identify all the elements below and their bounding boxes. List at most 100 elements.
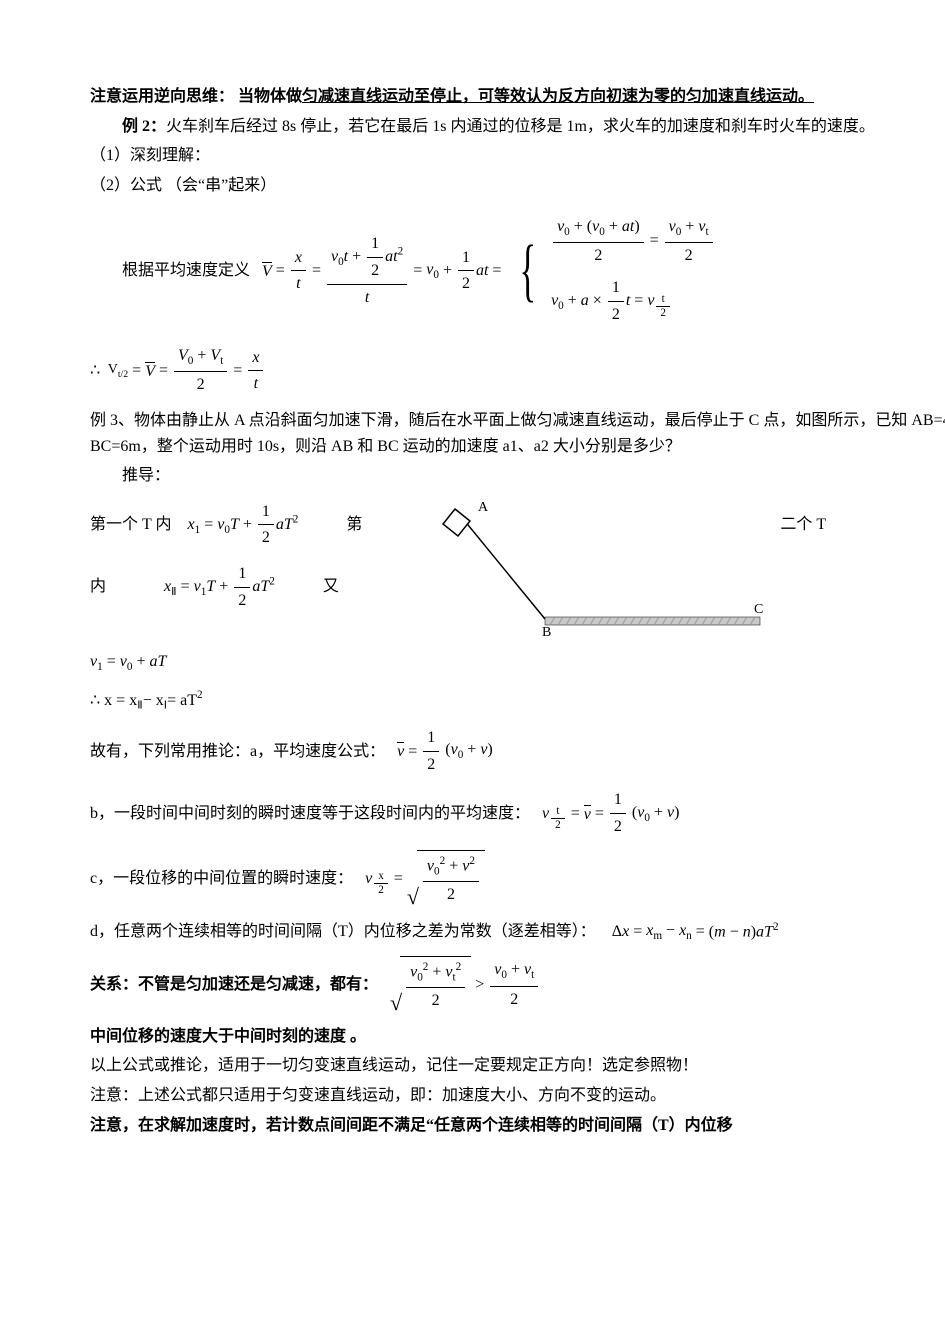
two6: 2 bbox=[174, 371, 227, 398]
corollary-c: c，一段位移的中间位置的瞬时速度： vx2 = √ v02 + v2 2 bbox=[90, 850, 945, 908]
plus14: + bbox=[432, 963, 441, 980]
example3-block: 第一个 T 内 x1 = v0T + 12aT2 第 二个 T 内 xⅡ = v… bbox=[90, 499, 945, 639]
a7: a bbox=[149, 649, 157, 675]
x1lbl: x bbox=[188, 512, 195, 538]
plus10: + bbox=[136, 649, 145, 675]
t2: t bbox=[344, 248, 348, 265]
cor-c-text: c，一段位移的中间位置的瞬时速度： bbox=[90, 866, 353, 892]
big-brace: { bbox=[520, 236, 537, 306]
frac-x-over-t: x t bbox=[291, 245, 306, 297]
ex2-label: 例 2： bbox=[122, 118, 166, 135]
a6: a bbox=[252, 574, 260, 600]
corollary-b: b，一段时间中间时刻的瞬时速度等于这段时间内的平均速度： vt2 = v = 1… bbox=[90, 787, 945, 839]
eq9: = bbox=[233, 358, 242, 384]
plus12: + bbox=[654, 804, 663, 821]
nai: 内 bbox=[90, 574, 106, 600]
half5: 1 bbox=[234, 561, 250, 587]
a3: a bbox=[622, 218, 630, 235]
relation-inequality: 关系：不管是匀加速还是匀减速，都有： √ v02 + vt2 2 > v0 + … bbox=[90, 956, 945, 1014]
a5: a bbox=[276, 512, 284, 538]
xdiff: ∴ x = x bbox=[90, 688, 137, 714]
half6: 1 bbox=[423, 725, 439, 751]
t8: t bbox=[254, 375, 258, 392]
eq15: = bbox=[595, 801, 604, 827]
therefore1: ∴ bbox=[90, 358, 100, 384]
vt2-equation: ∴ Vt/2 = V = V0 + Vt 2 = x t bbox=[90, 343, 945, 398]
eq3: = bbox=[413, 258, 422, 284]
two13: 2 bbox=[490, 986, 538, 1013]
two1: 2 bbox=[367, 257, 383, 284]
t5: t bbox=[484, 262, 488, 279]
eq13: = bbox=[408, 739, 417, 765]
plus15: + bbox=[511, 961, 520, 978]
T4: T bbox=[260, 574, 269, 600]
eq6: = bbox=[634, 292, 643, 309]
eq5: = bbox=[650, 232, 659, 249]
ex2-step2: （2）公式 （会“串”起来） bbox=[90, 173, 945, 199]
rel-label: 关系：不管是匀加速还是匀减速，都有： bbox=[90, 972, 378, 998]
eq14: = bbox=[571, 801, 580, 827]
diagram-B: B bbox=[542, 625, 551, 639]
two4: 2 bbox=[665, 242, 713, 269]
cor-a-text: 故有，下列常用推论：a，平均速度公式： bbox=[90, 739, 385, 765]
vbar: V bbox=[262, 262, 272, 280]
xdiff2: − x bbox=[143, 688, 164, 714]
frac-kinematic: v0t + 1 2 at2 t bbox=[327, 231, 407, 310]
note-3: 注意，在求解加速度时，若计数点间间距不满足“任意两个连续相等的时间间隔（T）内位… bbox=[90, 1113, 945, 1139]
title-prefix: 注意运用逆向思维： bbox=[90, 88, 234, 105]
half4: 1 bbox=[258, 499, 274, 525]
firstT-c: 二个 T bbox=[780, 512, 826, 538]
plus6: + bbox=[568, 292, 577, 309]
mid-pos-note: 中间位移的速度大于中间时刻的速度 。 bbox=[90, 1024, 945, 1050]
x2: x bbox=[252, 349, 259, 366]
avg-velocity-equation: 根据平均速度定义 V = x t = v0t + 1 2 at2 t = v0 … bbox=[122, 208, 945, 333]
eq: = bbox=[276, 258, 285, 284]
t7: t bbox=[626, 292, 630, 309]
two7: 2 bbox=[258, 524, 274, 551]
x: x bbox=[295, 249, 302, 266]
eq12: = bbox=[107, 649, 116, 675]
corollary-d: d，任意两个连续相等的时间间隔（T）内位移之差为常数（逐差相等）： Δx = x… bbox=[90, 918, 945, 946]
note-2: 注意：上述公式都只适用于匀变速直线运动，即：加速度大小、方向不变的运动。 bbox=[90, 1083, 945, 1109]
note-1: 以上公式或推论，适用于一切匀变速直线运动，记住一定要规定正方向！选定参照物！ bbox=[90, 1053, 945, 1079]
v0a: v bbox=[331, 248, 338, 265]
T1: T bbox=[230, 512, 239, 538]
half1: 1 bbox=[367, 231, 383, 257]
eq10: = bbox=[204, 512, 213, 538]
two8: 2 bbox=[234, 587, 250, 614]
plus7: + bbox=[197, 347, 206, 364]
eq17: = bbox=[633, 919, 642, 945]
v0e: v bbox=[669, 218, 676, 235]
cor-d-text: d，任意两个连续相等的时间间隔（T）内位移之差为常数（逐差相等）： bbox=[90, 919, 596, 945]
avg-lead: 根据平均速度定义 bbox=[122, 258, 250, 284]
v1h: v bbox=[194, 574, 201, 600]
title-mid: 当物体做 bbox=[238, 88, 302, 105]
ex2-step1: （1）深刻理解： bbox=[90, 143, 945, 169]
two12: 2 bbox=[406, 987, 465, 1014]
eq8: = bbox=[159, 358, 168, 384]
title-line: 注意运用逆向思维： 当物体做匀减速直线运动至停止，可等效认为反方向初速为零的匀加… bbox=[90, 84, 945, 110]
half2: 1 bbox=[458, 245, 474, 271]
eq7: = bbox=[132, 358, 141, 384]
T3: T bbox=[206, 574, 215, 600]
plus9: + bbox=[219, 574, 228, 600]
half3: 1 bbox=[608, 275, 624, 301]
a4: a bbox=[581, 292, 589, 309]
t6: t bbox=[630, 218, 634, 235]
t4: t bbox=[365, 289, 369, 306]
eq16: = bbox=[394, 866, 403, 892]
plus2: + bbox=[443, 258, 452, 284]
times: × bbox=[593, 292, 602, 309]
cor-b-text: b，一段时间中间时刻的瞬时速度等于这段时间内的平均速度： bbox=[90, 801, 530, 827]
two3: 2 bbox=[553, 242, 644, 269]
two11: 2 bbox=[423, 881, 479, 908]
plus8: + bbox=[243, 512, 252, 538]
title-underlined: 匀减速直线运动至停止，可等效认为反方向初速为零的匀加速直线运动。 bbox=[302, 88, 814, 105]
vte: v bbox=[698, 218, 705, 235]
a2: a bbox=[476, 262, 484, 279]
t: t bbox=[296, 275, 300, 292]
secondT-eq: 内 xⅡ = v1T + 12aT2 又 bbox=[90, 561, 945, 613]
V-small: V bbox=[108, 362, 118, 377]
derive-label: 推导： bbox=[90, 463, 945, 489]
you: 又 bbox=[323, 574, 339, 600]
